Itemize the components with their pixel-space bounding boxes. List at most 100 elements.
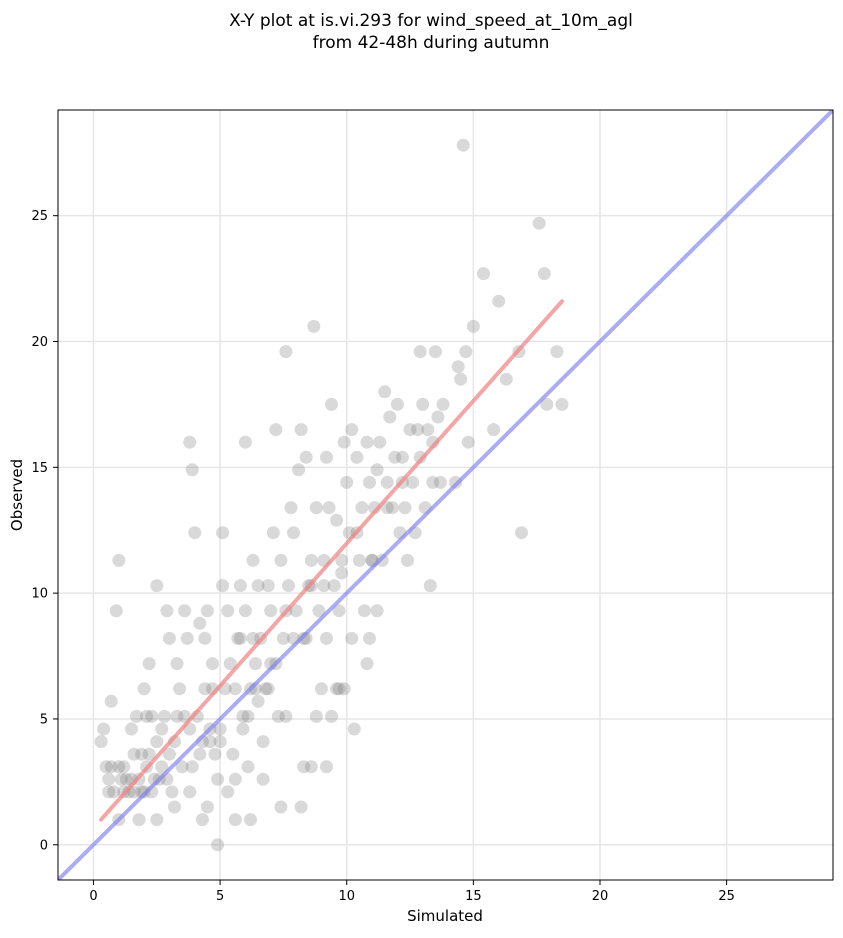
data-point bbox=[335, 566, 349, 580]
data-point bbox=[124, 722, 138, 736]
data-point bbox=[99, 760, 113, 774]
data-point bbox=[304, 760, 318, 774]
data-point bbox=[107, 785, 121, 799]
data-point bbox=[150, 579, 164, 593]
data-point bbox=[555, 397, 569, 411]
data-point bbox=[276, 631, 290, 645]
data-point bbox=[188, 526, 202, 540]
data-point bbox=[345, 631, 359, 645]
data-point bbox=[297, 760, 311, 774]
data-point bbox=[454, 372, 468, 386]
data-point bbox=[97, 722, 111, 736]
data-point bbox=[312, 604, 326, 618]
data-point bbox=[347, 722, 361, 736]
data-point bbox=[388, 450, 402, 464]
data-point bbox=[537, 267, 551, 281]
data-point bbox=[309, 709, 323, 723]
data-point bbox=[269, 423, 283, 437]
data-point bbox=[104, 694, 118, 708]
data-point bbox=[198, 682, 212, 696]
data-point bbox=[461, 435, 475, 449]
data-point bbox=[142, 657, 156, 671]
data-point bbox=[185, 760, 199, 774]
data-point bbox=[246, 553, 260, 567]
plot-frame bbox=[57, 109, 834, 881]
data-point bbox=[330, 682, 344, 696]
data-point bbox=[193, 616, 207, 630]
data-point bbox=[307, 319, 321, 333]
data-point bbox=[168, 800, 181, 814]
data-point bbox=[198, 631, 212, 645]
data-point bbox=[183, 785, 197, 799]
data-point bbox=[294, 423, 308, 437]
data-point bbox=[540, 397, 554, 411]
y-tick-label: 5 bbox=[40, 712, 48, 727]
data-point bbox=[102, 772, 116, 786]
data-point bbox=[213, 722, 227, 736]
x-tick-label: 10 bbox=[338, 889, 355, 904]
data-point bbox=[256, 772, 270, 786]
y-tick-label: 25 bbox=[31, 209, 48, 224]
data-point bbox=[416, 397, 430, 411]
data-point bbox=[251, 579, 265, 593]
data-point bbox=[216, 579, 230, 593]
data-point bbox=[261, 682, 275, 696]
data-point bbox=[294, 800, 308, 814]
data-point bbox=[155, 722, 169, 736]
data-point bbox=[304, 553, 318, 567]
data-point bbox=[395, 450, 409, 464]
data-point bbox=[102, 785, 116, 799]
y-tick-label: 20 bbox=[31, 335, 48, 350]
data-point bbox=[233, 579, 247, 593]
data-point bbox=[246, 631, 260, 645]
data-point bbox=[150, 813, 164, 827]
data-point bbox=[259, 682, 273, 696]
data-point bbox=[127, 747, 141, 761]
data-point bbox=[459, 345, 473, 359]
data-point bbox=[142, 747, 156, 761]
data-point bbox=[282, 579, 295, 593]
data-point bbox=[320, 450, 333, 464]
data-point bbox=[355, 501, 369, 515]
data-point bbox=[173, 682, 187, 696]
data-point bbox=[200, 800, 214, 814]
data-point bbox=[477, 267, 490, 281]
data-point bbox=[340, 475, 354, 489]
data-point bbox=[193, 747, 207, 761]
data-point bbox=[251, 694, 265, 708]
data-point bbox=[299, 450, 313, 464]
data-point bbox=[327, 579, 341, 593]
data-point bbox=[155, 760, 169, 774]
data-point bbox=[330, 513, 344, 527]
data-point bbox=[236, 709, 250, 723]
y-tick-label: 15 bbox=[31, 461, 48, 476]
data-point bbox=[244, 813, 257, 827]
data-point bbox=[221, 604, 235, 618]
data-point bbox=[403, 423, 417, 437]
data-point bbox=[499, 372, 513, 386]
y-axis-label: Observed bbox=[8, 459, 26, 531]
data-point bbox=[360, 435, 374, 449]
data-point bbox=[370, 463, 384, 477]
data-point bbox=[109, 604, 123, 618]
data-point bbox=[436, 397, 450, 411]
data-point bbox=[345, 423, 359, 437]
x-tick-label: 15 bbox=[465, 889, 482, 904]
data-point bbox=[178, 604, 192, 618]
data-point bbox=[373, 435, 387, 449]
data-point bbox=[279, 345, 293, 359]
data-point bbox=[363, 475, 376, 489]
data-point bbox=[180, 631, 194, 645]
data-point bbox=[398, 501, 412, 515]
data-point bbox=[213, 735, 227, 749]
data-point bbox=[320, 631, 333, 645]
data-point bbox=[406, 475, 420, 489]
data-point bbox=[241, 760, 255, 774]
data-point bbox=[426, 475, 440, 489]
data-point bbox=[401, 553, 414, 567]
data-point bbox=[423, 579, 437, 593]
y-tick-label: 0 bbox=[40, 838, 48, 853]
data-point bbox=[261, 579, 275, 593]
data-point bbox=[466, 319, 480, 333]
